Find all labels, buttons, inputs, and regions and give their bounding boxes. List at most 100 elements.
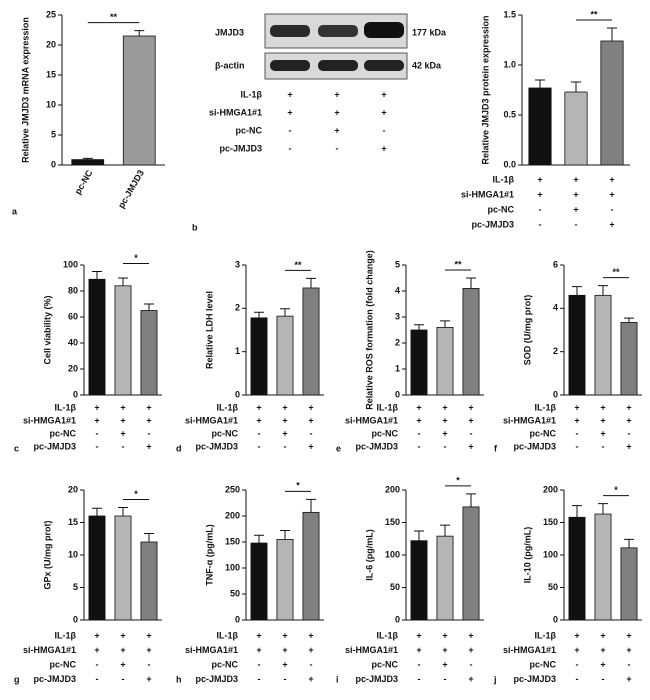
y-tick-label: 80 bbox=[68, 285, 78, 295]
y-axis-label: Relative ROS formation (fold change) bbox=[364, 250, 374, 410]
condition-label: pc-NC bbox=[530, 428, 557, 438]
condition-sign: + bbox=[626, 415, 631, 425]
band bbox=[364, 22, 404, 38]
error-bar bbox=[598, 503, 608, 515]
bar bbox=[302, 511, 320, 621]
y-tick-label: 0 bbox=[73, 614, 78, 624]
error-bar bbox=[607, 27, 617, 41]
condition-sign: - bbox=[258, 441, 261, 451]
error-bar bbox=[254, 534, 264, 544]
error-bar bbox=[466, 277, 476, 289]
condition-sign: + bbox=[381, 143, 386, 153]
condition-sign: + bbox=[468, 415, 473, 425]
y-tick-label: 0 bbox=[553, 389, 558, 399]
condition-sign: + bbox=[609, 174, 614, 184]
y-tick-label: 2 bbox=[553, 346, 558, 356]
condition-label: si-HMGA1#1 bbox=[185, 415, 238, 425]
condition-sign: - bbox=[575, 219, 578, 229]
condition-label: IL-1β bbox=[55, 630, 77, 640]
condition-sign: + bbox=[334, 89, 339, 99]
condition-label: pc-NC bbox=[372, 428, 399, 438]
y-tick-label: 200 bbox=[543, 484, 558, 494]
condition-label: pc-NC bbox=[212, 659, 239, 669]
y-tick-label: 50 bbox=[390, 582, 400, 592]
panel-letter: h bbox=[176, 674, 182, 684]
condition-sign: + bbox=[626, 441, 631, 451]
y-tick-label: 4 bbox=[395, 285, 400, 295]
y-tick-label: 150 bbox=[385, 517, 400, 527]
bar bbox=[88, 515, 106, 621]
condition-sign: + bbox=[574, 630, 579, 640]
condition-sign: + bbox=[120, 415, 125, 425]
condition-label: pc-JMJD3 bbox=[33, 674, 76, 684]
y-tick-label: 200 bbox=[385, 484, 400, 494]
condition-label: si-HMGA1#1 bbox=[461, 189, 514, 199]
condition-sign: - bbox=[602, 441, 605, 451]
condition-sign: + bbox=[287, 89, 292, 99]
significance-label: ** bbox=[454, 259, 462, 269]
error-bar bbox=[92, 507, 102, 516]
significance-label: ** bbox=[110, 12, 118, 22]
y-tick-label: 150 bbox=[543, 517, 558, 527]
condition-sign: - bbox=[576, 441, 579, 451]
condition-sign: + bbox=[442, 645, 447, 655]
condition-sign: + bbox=[381, 89, 386, 99]
y-axis-label: Relative JMJD3 protein expression bbox=[480, 15, 490, 164]
y-tick-label: 5 bbox=[395, 259, 400, 269]
y-tick-label: 3 bbox=[235, 259, 240, 269]
condition-label: IL-1β bbox=[217, 402, 239, 412]
significance-label: * bbox=[614, 485, 618, 495]
condition-sign: + bbox=[282, 659, 287, 669]
condition-sign: - bbox=[418, 441, 421, 451]
condition-label: si-HMGA1#1 bbox=[503, 645, 556, 655]
y-tick-label: 0 bbox=[235, 614, 240, 624]
band bbox=[364, 60, 404, 71]
band-label: JMJD3 bbox=[215, 27, 244, 37]
bar bbox=[600, 40, 624, 166]
error-bar bbox=[624, 538, 634, 548]
condition-label: pc-NC bbox=[488, 204, 515, 214]
condition-sign: - bbox=[289, 125, 292, 135]
y-tick-label: 250 bbox=[225, 484, 240, 494]
bar bbox=[250, 317, 268, 396]
y-axis-label: IL-6 (pg/mL) bbox=[364, 529, 374, 581]
condition-sign: - bbox=[418, 674, 421, 684]
bar bbox=[71, 159, 105, 166]
panel-letter: i bbox=[336, 674, 339, 684]
significance-label: ** bbox=[294, 260, 302, 270]
condition-sign: - bbox=[148, 428, 151, 438]
condition-label: pc-JMJD3 bbox=[33, 441, 76, 451]
error-bar bbox=[535, 79, 545, 88]
bar bbox=[462, 506, 480, 621]
condition-sign: + bbox=[573, 174, 578, 184]
condition-label: pc-NC bbox=[530, 659, 557, 669]
condition-sign: - bbox=[258, 428, 261, 438]
condition-label: pc-JMJD3 bbox=[195, 441, 238, 451]
condition-sign: + bbox=[537, 189, 542, 199]
panel-letter: f bbox=[494, 443, 498, 453]
y-tick-label: 5 bbox=[51, 129, 56, 139]
condition-sign: - bbox=[284, 674, 287, 684]
condition-sign: - bbox=[96, 441, 99, 451]
condition-sign: + bbox=[334, 125, 339, 135]
y-tick-label: 100 bbox=[63, 259, 78, 269]
condition-label: pc-NC bbox=[212, 428, 239, 438]
error-bar bbox=[624, 317, 634, 323]
condition-sign: + bbox=[468, 402, 473, 412]
condition-sign: + bbox=[94, 630, 99, 640]
panel-letter: e bbox=[336, 443, 341, 453]
condition-sign: + bbox=[308, 402, 313, 412]
condition-sign: + bbox=[609, 219, 614, 229]
condition-sign: + bbox=[537, 174, 542, 184]
bar bbox=[462, 287, 480, 396]
western-blot: JMJD3 β-actin 177 kDa 42 kDa bbox=[215, 13, 447, 80]
band bbox=[270, 60, 310, 71]
y-tick-label: 50 bbox=[230, 588, 240, 598]
condition-sign: + bbox=[282, 630, 287, 640]
condition-label: pc-JMJD3 bbox=[355, 674, 398, 684]
condition-sign: - bbox=[628, 659, 631, 669]
condition-sign: + bbox=[381, 107, 386, 117]
condition-sign: + bbox=[308, 415, 313, 425]
y-tick-label: 20 bbox=[46, 39, 56, 49]
